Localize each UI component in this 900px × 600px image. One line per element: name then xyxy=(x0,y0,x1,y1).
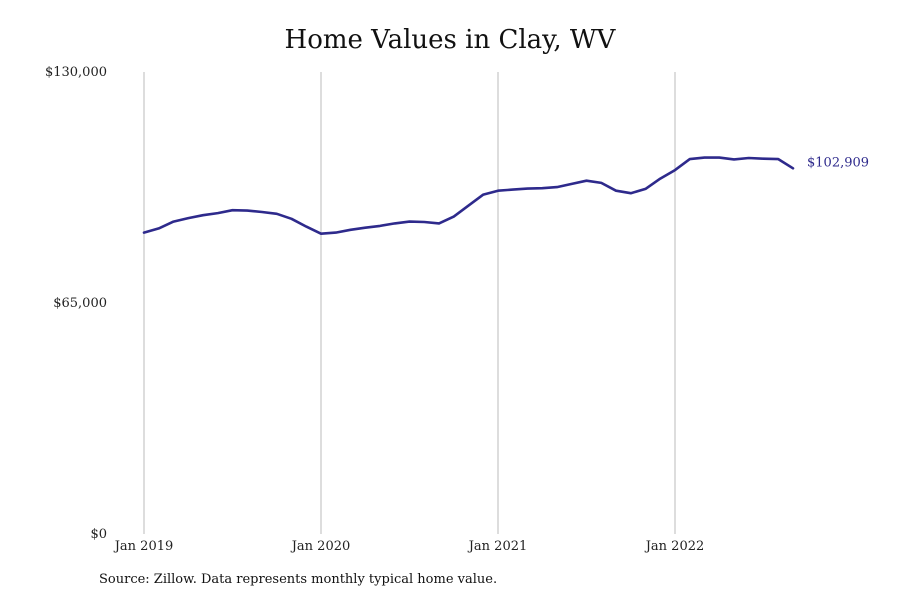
y-axis-ticks: $0 $65,000 $130,000 xyxy=(45,65,107,542)
x-tick-label: Jan 2019 xyxy=(113,539,174,554)
source-note: Source: Zillow. Data represents monthly … xyxy=(99,572,498,587)
x-axis-ticks: Jan 2019 Jan 2020 Jan 2021 Jan 2022 xyxy=(113,539,705,554)
x-tick-label: Jan 2020 xyxy=(290,539,351,554)
x-tick-label: Jan 2022 xyxy=(644,539,705,554)
grid-lines xyxy=(143,72,676,534)
y-tick-label: $130,000 xyxy=(45,65,107,80)
series-line xyxy=(142,156,795,235)
end-value-label: $102,909 xyxy=(807,155,869,170)
series-layer xyxy=(142,156,795,235)
y-tick-label: $0 xyxy=(90,527,107,542)
chart-title: Home Values in Clay, WV xyxy=(284,25,616,55)
y-tick-label: $65,000 xyxy=(53,296,107,311)
x-tick-label: Jan 2021 xyxy=(467,539,528,554)
end-label-layer: $102,909 xyxy=(807,155,869,170)
